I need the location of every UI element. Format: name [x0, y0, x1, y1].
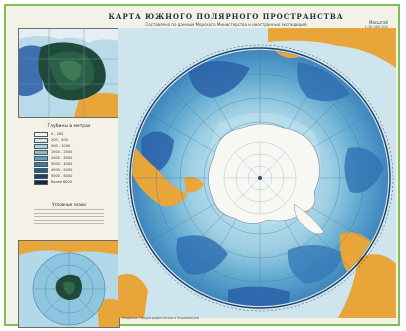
legend-swatch	[34, 161, 48, 167]
legend-title: Глубины в метрах	[47, 124, 91, 129]
legend-label: более 6000	[51, 180, 72, 184]
legend-swatch	[34, 149, 48, 155]
map-rim	[129, 47, 391, 309]
legend-label: 500 - 1000	[51, 144, 71, 148]
notes-line	[34, 212, 104, 214]
legend-label: 200 - 500	[51, 138, 68, 142]
title-block: КАРТА ЮЖНОГО ПОЛЯРНОГО ПРОСТРАНСТВА Сост…	[96, 12, 356, 27]
legend-row: 200 - 500	[34, 137, 104, 143]
antarctica-landmass	[208, 123, 320, 224]
legend-label: 2000 - 3000	[51, 156, 73, 160]
legend-label: 5000 - 6000	[51, 174, 73, 178]
legend-swatch	[34, 155, 48, 161]
scale-note: Масштаб 1:30 000 000	[348, 20, 388, 30]
legend-swatch	[34, 137, 48, 143]
ice-contours	[223, 141, 297, 215]
legend-row: более 6000	[34, 179, 104, 185]
map-sheet: КАРТА ЮЖНОГО ПОЛЯРНОГО ПРОСТРАНСТВА Сост…	[4, 4, 400, 328]
notes-title: Условные знаки	[52, 202, 86, 207]
footer-note: Издание Гидрографического Управления	[122, 316, 199, 320]
legend-label: 1000 - 2000	[51, 150, 73, 154]
legend-label: 3000 - 4000	[51, 162, 73, 166]
legend-row: 1000 - 2000	[34, 149, 104, 155]
legend-swatch	[34, 179, 48, 185]
scale-value: 1:30 000 000	[364, 25, 388, 29]
legend-swatch	[34, 131, 48, 137]
legend-row: 500 - 1000	[34, 143, 104, 149]
main-map-svg	[118, 28, 396, 318]
legend-label: 4000 - 5000	[51, 168, 73, 172]
map-title: КАРТА ЮЖНОГО ПОЛЯРНОГО ПРОСТРАНСТВА	[108, 12, 344, 21]
notes-line	[34, 223, 104, 225]
notes-block: Условные знаки	[30, 202, 108, 227]
map-subtitle: Составлена по данным Морского Министерст…	[145, 22, 307, 27]
legend-swatch	[34, 143, 48, 149]
legend-label: 0 - 200	[51, 132, 64, 136]
inset-map-bottom	[18, 240, 120, 328]
scale-label: Масштаб	[368, 20, 388, 25]
depth-legend: Глубины в метрах 0 - 200 200 - 500 500 -…	[34, 124, 104, 185]
inset-map-top	[18, 28, 120, 118]
inset-top-svg	[19, 29, 119, 117]
notes-line	[34, 209, 104, 211]
south-pole-marker	[258, 176, 262, 180]
legend-row: 3000 - 4000	[34, 161, 104, 167]
legend-swatch	[34, 167, 48, 173]
legend-swatch	[34, 173, 48, 179]
legend-row: 4000 - 5000	[34, 167, 104, 173]
legend-row: 0 - 200	[34, 131, 104, 137]
legend-row: 2000 - 3000	[34, 155, 104, 161]
inset-bottom-svg	[19, 241, 119, 327]
legend-row: 5000 - 6000	[34, 173, 104, 179]
notes-line	[34, 216, 104, 218]
main-polar-map	[118, 28, 396, 322]
notes-line	[34, 219, 104, 221]
